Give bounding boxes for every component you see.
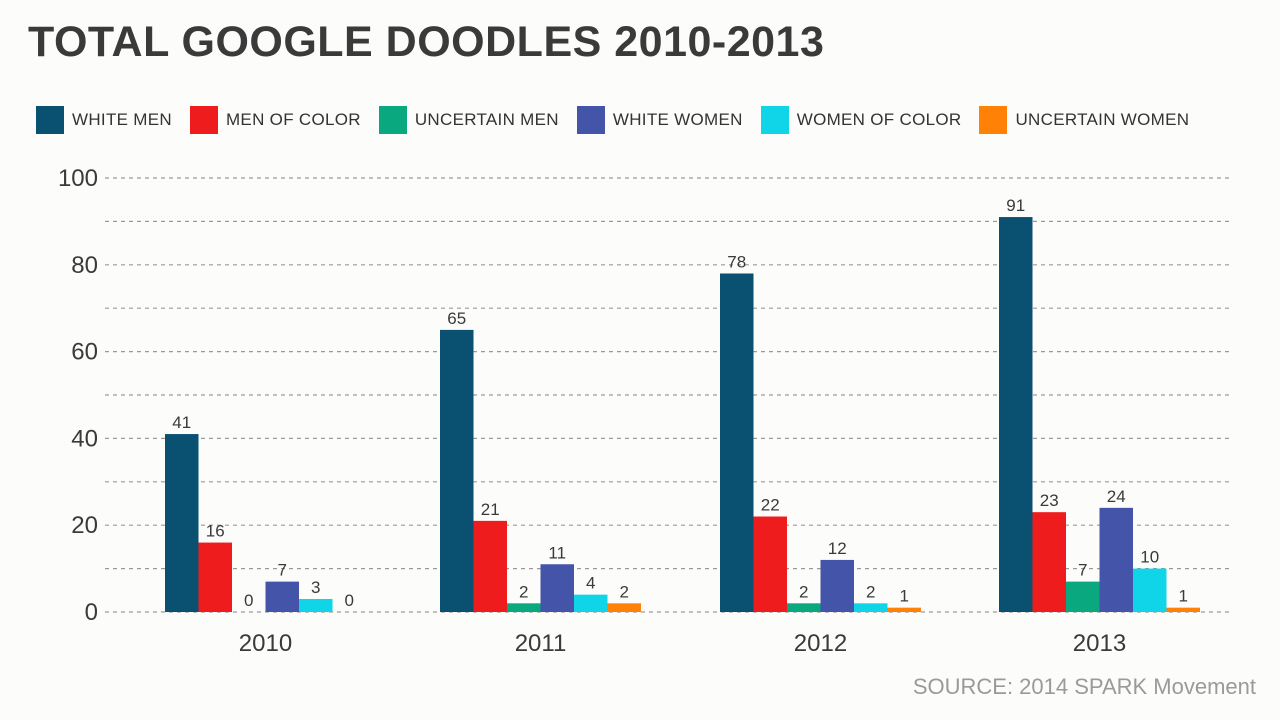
x-category-label: 2012	[794, 630, 847, 657]
data-label: 1	[900, 587, 909, 606]
bar	[720, 273, 754, 612]
legend-item: WOMEN OF COLOR	[760, 106, 962, 134]
x-category-label: 2011	[515, 630, 567, 657]
y-tick-label: 60	[71, 339, 98, 366]
data-label: 23	[1040, 491, 1059, 510]
bar	[854, 603, 888, 612]
bar	[887, 607, 921, 612]
legend-label: WHITE WOMEN	[612, 110, 743, 129]
data-label: 10	[1140, 548, 1159, 567]
y-tick-label: 80	[71, 252, 98, 279]
y-tick-label: 40	[71, 425, 98, 452]
bar	[574, 594, 608, 612]
bar	[1099, 507, 1133, 612]
legend-swatch	[979, 106, 1008, 134]
data-label: 24	[1107, 487, 1126, 506]
legend-label: WOMEN OF COLOR	[796, 110, 962, 129]
data-label: 11	[548, 543, 566, 562]
legend-item: MEN OF COLOR	[189, 106, 361, 134]
bar	[1166, 607, 1200, 612]
y-tick-label: 100	[58, 165, 98, 192]
data-label: 0	[244, 591, 253, 610]
data-label: 2	[519, 582, 528, 601]
legend-swatch	[576, 106, 605, 134]
y-tick-label: 20	[71, 512, 98, 539]
data-label: 3	[311, 578, 320, 597]
legend-label: UNCERTAIN MEN	[414, 110, 559, 129]
legend-swatch	[36, 106, 64, 134]
data-label: 16	[206, 522, 225, 541]
bar	[1133, 568, 1167, 612]
data-label: 41	[172, 413, 191, 432]
legend-swatch	[760, 106, 789, 134]
x-category-label: 2013	[1073, 630, 1126, 657]
bar	[165, 434, 199, 612]
bar	[607, 603, 641, 612]
data-label: 2	[866, 582, 875, 601]
legend: WHITE MEN MEN OF COLOR UNCERTAIN MEN WHITE …	[36, 106, 1207, 134]
data-label: 78	[727, 252, 746, 271]
legend-item: UNCERTAIN WOMEN	[979, 106, 1189, 134]
legend-item: UNCERTAIN MEN	[378, 106, 559, 134]
data-label: 2	[620, 582, 629, 601]
bar	[787, 603, 821, 612]
data-label: 2	[799, 582, 808, 601]
bar	[753, 516, 787, 612]
legend-item: WHITE MEN	[36, 106, 172, 134]
x-category-label: 2010	[239, 630, 292, 657]
legend-label: MEN OF COLOR	[225, 110, 361, 129]
data-label: 0	[345, 591, 354, 610]
bar	[999, 217, 1033, 612]
legend-swatch	[378, 106, 407, 134]
legend-item: WHITE WOMEN	[576, 106, 743, 134]
bar	[820, 559, 854, 612]
chart-title: TOTAL GOOGLE DOODLES 2010-2013	[28, 18, 825, 66]
data-label: 65	[447, 309, 466, 328]
data-label: 7	[278, 561, 287, 580]
bar	[299, 598, 333, 612]
bar	[540, 564, 574, 612]
bar	[507, 603, 541, 612]
bar	[440, 329, 474, 612]
source-note: SOURCE: 2014 SPARK Movement	[912, 674, 1256, 699]
data-label: 91	[1006, 196, 1025, 215]
legend-label: UNCERTAIN WOMEN	[1015, 110, 1190, 129]
data-label: 21	[481, 500, 500, 519]
bar	[1032, 512, 1066, 612]
y-tick-label: 0	[85, 599, 98, 626]
data-label: 12	[828, 539, 847, 558]
data-label: 22	[761, 496, 780, 515]
bar	[198, 542, 232, 612]
data-label: 4	[586, 574, 595, 593]
legend-swatch	[189, 106, 218, 134]
bar	[1066, 581, 1100, 612]
legend-label: WHITE MEN	[72, 110, 172, 129]
data-label: 1	[1179, 587, 1188, 606]
bar	[265, 581, 299, 612]
data-label: 7	[1078, 561, 1087, 580]
bar	[473, 520, 507, 612]
